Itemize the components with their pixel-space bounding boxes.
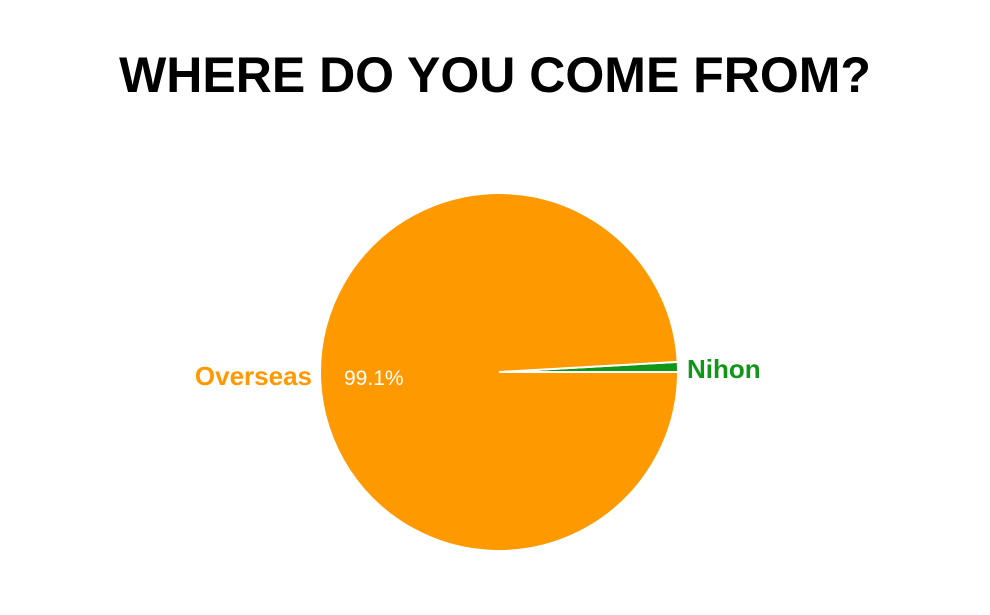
slice-value-label-overseas: 99.1% bbox=[344, 367, 404, 390]
chart-title: WHERE DO YOU COME FROM? bbox=[119, 47, 871, 103]
pie-slice-overseas bbox=[319, 192, 680, 552]
slice-label-nihon: Nihon bbox=[687, 354, 761, 384]
slice-label-overseas: Overseas bbox=[195, 361, 312, 391]
